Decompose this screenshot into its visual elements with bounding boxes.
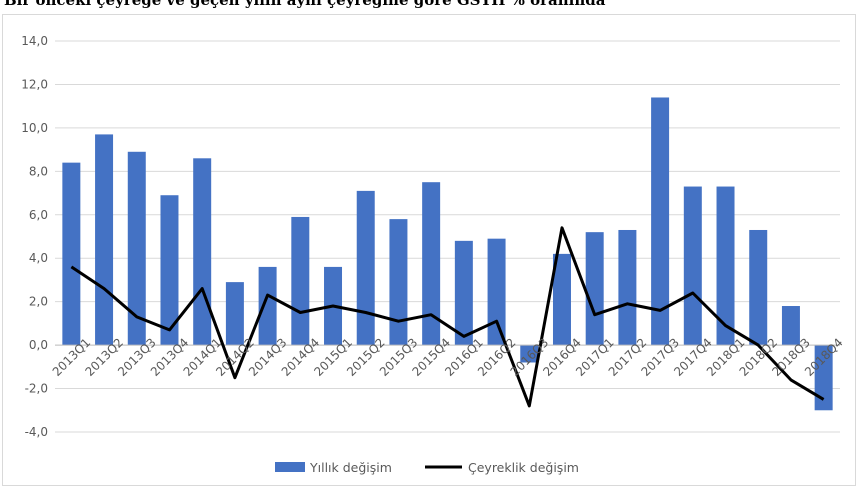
bar (225, 282, 244, 346)
bar (160, 195, 179, 346)
bar (683, 186, 702, 346)
bar (651, 97, 670, 346)
y-tick-label: 12,0 (21, 77, 48, 91)
y-tick-label: -4,0 (25, 425, 48, 439)
y-tick-label: 4,0 (29, 251, 48, 265)
line-series-quarterly (70, 226, 825, 408)
y-tick-label: 14,0 (21, 34, 48, 48)
y-tick-label: 0,0 (29, 338, 48, 352)
bar (487, 238, 506, 346)
y-tick-label: 2,0 (29, 295, 48, 309)
bar (389, 219, 408, 346)
bar (520, 345, 539, 363)
legend-label-line: Çeyreklik değişim (468, 460, 579, 475)
bar (356, 190, 375, 346)
bar (127, 151, 146, 346)
bar (618, 229, 637, 346)
bar (62, 162, 81, 346)
chart-title: Bir önceki çeyreğe ve geçen yılın aynı ç… (4, 0, 606, 9)
bar (258, 266, 277, 346)
bar (291, 216, 310, 346)
gridlines (55, 40, 840, 433)
bar (781, 306, 800, 346)
bar (422, 182, 441, 346)
bar (552, 253, 571, 346)
bar (95, 134, 114, 346)
bar (585, 232, 604, 346)
legend-swatch-bar (275, 462, 305, 472)
y-axis-ticks: -4,0 -2,0 0,0 2,0 4,0 6,0 8,0 10,0 12,0 14,0 (21, 34, 48, 439)
legend: Yıllık değişim Çeyreklik değişim (275, 460, 579, 475)
bar (716, 186, 735, 346)
y-tick-label: -2,0 (25, 382, 48, 396)
line-path (70, 226, 825, 408)
y-tick-label: 6,0 (29, 208, 48, 222)
legend-label-bar: Yıllık değişim (309, 460, 392, 475)
y-tick-label: 10,0 (21, 121, 48, 135)
bar (749, 229, 768, 346)
y-tick-label: 8,0 (29, 164, 48, 178)
bar (454, 240, 473, 346)
bar (814, 345, 833, 411)
bar (193, 158, 212, 346)
